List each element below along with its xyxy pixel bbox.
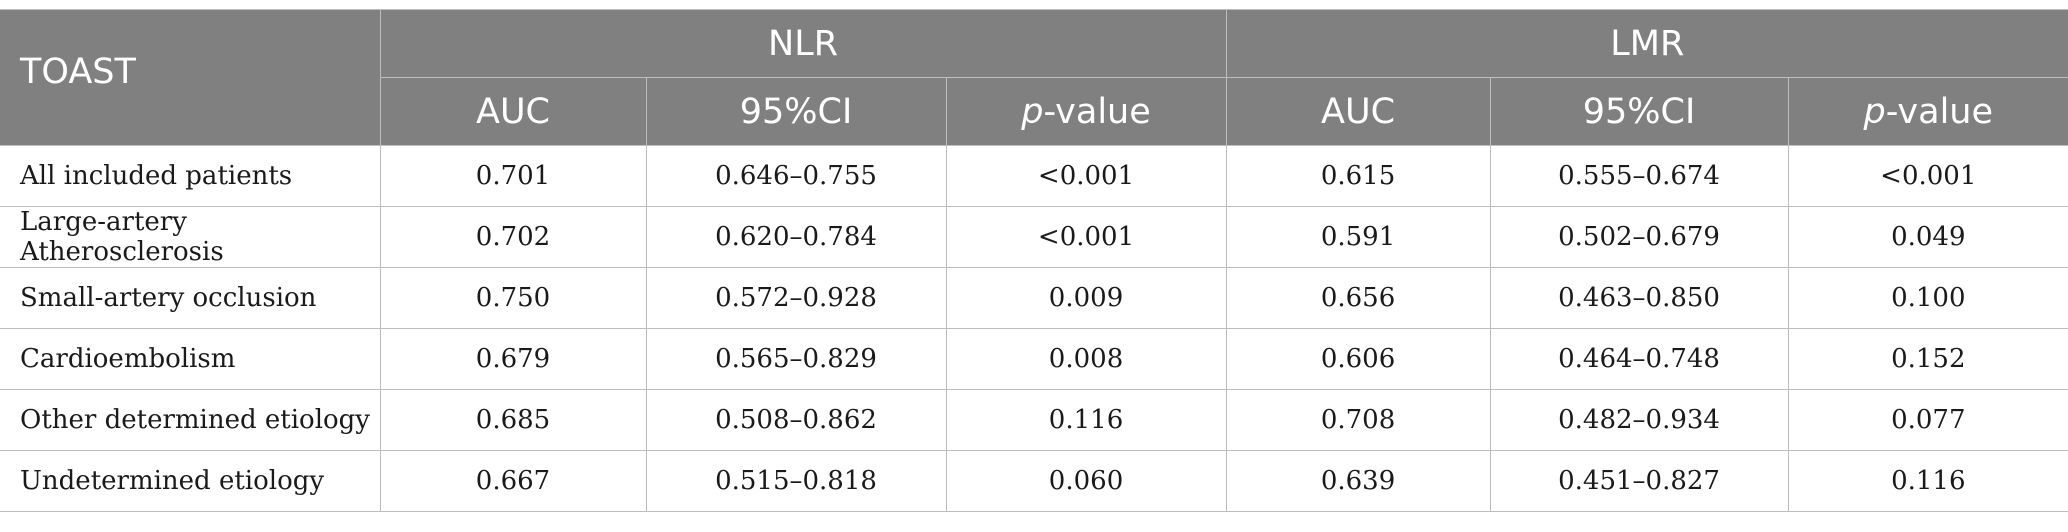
nlr-auc-header: AUC — [379, 77, 647, 146]
table-row: All included patients 0.701 0.646–0.755 … — [0, 145, 2068, 207]
header-sub-row: AUC 95%CI p-value AUC 95%CI p-value — [0, 77, 2068, 146]
toast-column-header: TOAST — [0, 9, 381, 146]
table-row: Undetermined etiology 0.667 0.515–0.818 … — [0, 450, 2068, 512]
header-group-row: TOAST NLR LMR — [0, 9, 2068, 146]
lmr-auc-header: AUC — [1225, 77, 1491, 146]
row-label: Undetermined etiology — [0, 450, 381, 512]
lmr-p-value-cell: 0.077 — [1787, 389, 2068, 451]
value-suffix-label: -value — [1885, 91, 1994, 132]
lmr-auc-cell: 0.591 — [1225, 206, 1491, 268]
nlr-ci-cell: 0.620–0.784 — [645, 206, 947, 268]
nlr-p-value-cell: <0.001 — [945, 206, 1227, 268]
nlr-p-value-cell: 0.008 — [945, 328, 1227, 390]
nlr-p-value-cell: 0.009 — [945, 267, 1227, 329]
nlr-auc-cell: 0.679 — [379, 328, 647, 390]
p-italic-label: p — [1021, 91, 1044, 132]
lmr-ci-cell: 0.463–0.850 — [1489, 267, 1789, 329]
row-label: All included patients — [0, 145, 381, 207]
nlr-auc-cell: 0.685 — [379, 389, 647, 451]
lmr-ci-cell: 0.502–0.679 — [1489, 206, 1789, 268]
lmr-ci-cell: 0.464–0.748 — [1489, 328, 1789, 390]
table-body: All included patients 0.701 0.646–0.755 … — [0, 145, 2068, 512]
table-row: Small-artery occlusion 0.750 0.572–0.928… — [0, 267, 2068, 329]
lmr-auc-cell: 0.656 — [1225, 267, 1491, 329]
nlr-ci-header: 95%CI — [645, 77, 947, 146]
nlr-auc-cell: 0.750 — [379, 267, 647, 329]
nlr-ci-cell: 0.565–0.829 — [645, 328, 947, 390]
nlr-p-value-cell: 0.060 — [945, 450, 1227, 512]
results-table: TOAST NLR LMR AUC 95%CI p-value AUC 95%C… — [0, 9, 2068, 512]
row-label: Cardioembolism — [0, 328, 381, 390]
lmr-p-value-cell: 0.049 — [1787, 206, 2068, 268]
table-row: Large-artery Atherosclerosis 0.702 0.620… — [0, 206, 2068, 268]
lmr-auc-cell: 0.615 — [1225, 145, 1491, 207]
table-row: Other determined etiology 0.685 0.508–0.… — [0, 389, 2068, 451]
row-label: Other determined etiology — [0, 389, 381, 451]
nlr-ci-cell: 0.515–0.818 — [645, 450, 947, 512]
row-label: Large-artery Atherosclerosis — [0, 206, 381, 268]
lmr-p-value-cell: 0.152 — [1787, 328, 2068, 390]
lmr-auc-cell: 0.639 — [1225, 450, 1491, 512]
lmr-group-header: LMR — [1225, 9, 2068, 78]
p-italic-label: p — [1863, 91, 1886, 132]
nlr-ci-cell: 0.572–0.928 — [645, 267, 947, 329]
lmr-p-value-header: p-value — [1787, 77, 2068, 146]
lmr-auc-cell: 0.606 — [1225, 328, 1491, 390]
lmr-p-value-cell: 0.100 — [1787, 267, 2068, 329]
lmr-ci-cell: 0.482–0.934 — [1489, 389, 1789, 451]
lmr-ci-cell: 0.451–0.827 — [1489, 450, 1789, 512]
lmr-ci-cell: 0.555–0.674 — [1489, 145, 1789, 207]
nlr-auc-cell: 0.701 — [379, 145, 647, 207]
value-suffix-label: -value — [1043, 91, 1151, 132]
table-row: Cardioembolism 0.679 0.565–0.829 0.008 0… — [0, 328, 2068, 390]
nlr-ci-cell: 0.508–0.862 — [645, 389, 947, 451]
lmr-auc-cell: 0.708 — [1225, 389, 1491, 451]
nlr-p-value-cell: <0.001 — [945, 145, 1227, 207]
table-header: TOAST NLR LMR AUC 95%CI p-value AUC 95%C… — [0, 9, 2068, 146]
lmr-p-value-cell: 0.116 — [1787, 450, 2068, 512]
lmr-p-value-cell: <0.001 — [1787, 145, 2068, 207]
nlr-auc-cell: 0.667 — [379, 450, 647, 512]
nlr-group-header: NLR — [379, 9, 1227, 78]
nlr-p-value-cell: 0.116 — [945, 389, 1227, 451]
nlr-p-value-header: p-value — [945, 77, 1227, 146]
nlr-auc-cell: 0.702 — [379, 206, 647, 268]
row-label: Small-artery occlusion — [0, 267, 381, 329]
lmr-ci-header: 95%CI — [1489, 77, 1789, 146]
nlr-ci-cell: 0.646–0.755 — [645, 145, 947, 207]
